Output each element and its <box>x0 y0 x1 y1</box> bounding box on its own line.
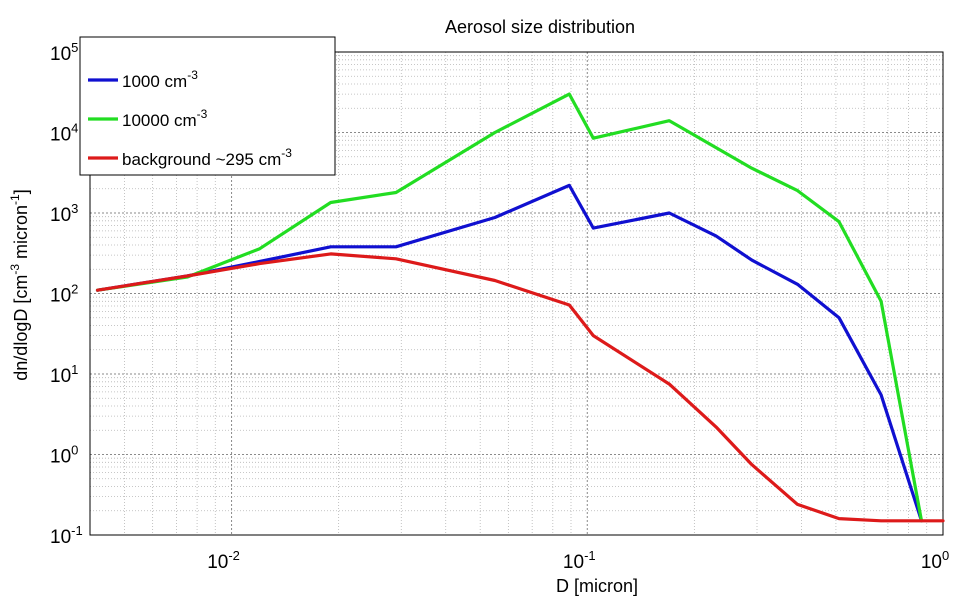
y-tick-label: 104 <box>50 121 78 146</box>
y-tick-label: 105 <box>50 40 78 65</box>
y-tick-label: 100 <box>50 443 78 468</box>
legend: 1000 cm-3 10000 cm-3 background ~295 cm-3 <box>79 36 336 176</box>
y-tick-labels: 10-1 100 101 102 103 104 105 <box>50 40 83 548</box>
legend-box <box>79 36 336 176</box>
y-tick-label: 101 <box>50 362 78 387</box>
chart-title: Aerosol size distribution <box>445 17 635 37</box>
x-tick-label: 100 <box>921 548 949 573</box>
grid-minor <box>89 52 943 535</box>
y-tick-label: 10-1 <box>50 523 83 548</box>
series-line-1 <box>95 183 924 523</box>
y-tick-label: 102 <box>50 282 78 307</box>
x-tick-label: 10-2 <box>207 548 240 573</box>
series-layer <box>95 92 945 523</box>
x-tick-label: 10-1 <box>563 548 596 573</box>
y-axis-label: dn/dlogD [cm-3 micron-1] <box>8 189 31 380</box>
legend-label-1: 1000 cm-3 <box>122 68 198 91</box>
plot-frame <box>89 51 944 536</box>
x-axis-label: D [micron] <box>556 576 638 596</box>
y-tick-label: 103 <box>50 201 78 226</box>
legend-label-2: 10000 cm-3 <box>122 107 208 130</box>
legend-label-3: background ~295 cm-3 <box>122 146 292 169</box>
series-line-3 <box>95 252 945 523</box>
x-tick-labels: 10-2 10-1 100 <box>207 548 949 573</box>
series-line-2 <box>95 92 924 523</box>
